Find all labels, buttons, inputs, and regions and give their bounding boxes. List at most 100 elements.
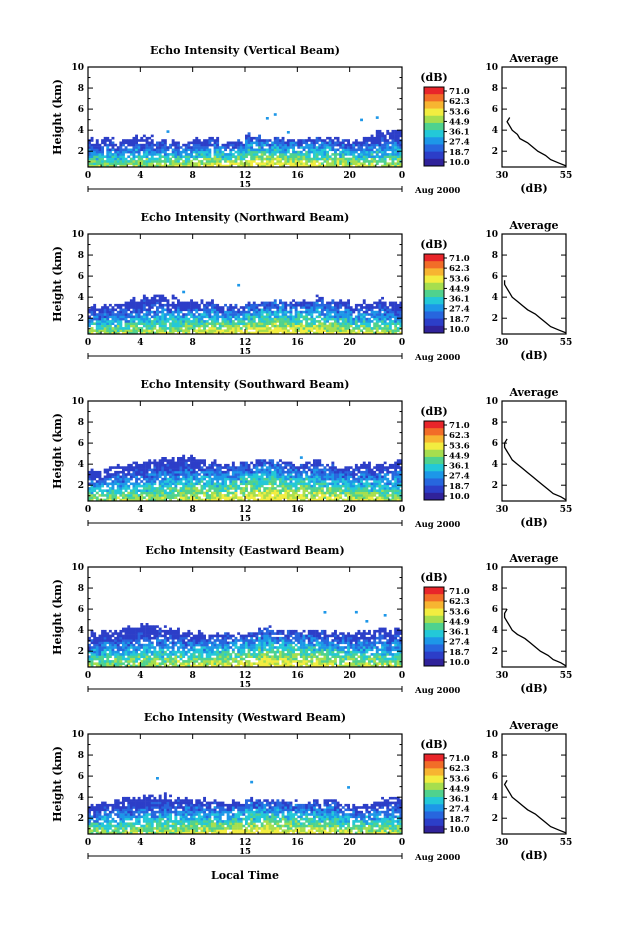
heatmap-cell xyxy=(231,313,235,316)
heatmap-cell xyxy=(116,306,120,309)
heatmap-cell xyxy=(281,141,285,145)
heatmap-cell xyxy=(135,310,138,314)
heatmap-cell xyxy=(216,494,220,497)
heatmap-cell xyxy=(318,313,322,316)
heatmap-cell xyxy=(229,475,233,479)
average-title: Average xyxy=(508,386,558,399)
heatmap-cell xyxy=(153,480,157,483)
heatmap-cell xyxy=(190,324,193,328)
heatmap-cell xyxy=(237,141,241,145)
heatmap-cell xyxy=(360,143,363,147)
heatmap-cell xyxy=(383,150,387,154)
heatmap-cell xyxy=(192,477,196,481)
heatmap-cell xyxy=(307,148,311,152)
heatmap-cell xyxy=(341,313,345,316)
heatmap-cell xyxy=(276,475,280,479)
heatmap-cell xyxy=(93,155,97,158)
heatmap-cell xyxy=(108,646,112,649)
heatmap-cell xyxy=(268,498,272,502)
heatmap-cell xyxy=(388,148,392,152)
heatmap-cell xyxy=(190,482,193,486)
heatmap-cell xyxy=(297,329,301,332)
heatmap-cell xyxy=(137,320,141,323)
heatmap-cell xyxy=(255,480,259,483)
heatmap-cell xyxy=(231,480,235,483)
heatmap-cell xyxy=(247,141,251,145)
heatmap-cell xyxy=(341,146,345,149)
colorbar-tick-label: 27.4 xyxy=(449,305,470,315)
heatmap-cell xyxy=(122,153,125,156)
heatmap-cell xyxy=(203,320,206,323)
colorbar-tick-label: 71.0 xyxy=(449,421,470,431)
heatmap-cell xyxy=(101,650,104,654)
heatmap-cell xyxy=(320,146,324,149)
heatmap-cell xyxy=(297,496,301,499)
heatmap-cell xyxy=(177,150,180,154)
heatmap-cell xyxy=(163,477,167,481)
heatmap-cell xyxy=(294,160,298,163)
heatmap-cell xyxy=(142,308,146,312)
heatmap-cell xyxy=(399,146,403,149)
heatmap-cell xyxy=(268,313,272,316)
heatmap-cell xyxy=(145,162,149,165)
heatmap-cell xyxy=(203,477,206,481)
heatmap-cell xyxy=(375,303,379,307)
heatmap-cell xyxy=(101,629,104,633)
heatmap-cell xyxy=(197,461,201,465)
heatmap-cell xyxy=(101,480,104,483)
heatmap-cell xyxy=(108,148,112,152)
heatmap-cell xyxy=(247,498,251,502)
heatmap-cell xyxy=(132,143,136,147)
heatmap-cell xyxy=(106,646,110,649)
colorbar-tick-label: 18.7 xyxy=(449,482,470,492)
heatmap-cell xyxy=(218,494,222,497)
heatmap-cell xyxy=(279,143,282,147)
heatmap-cell xyxy=(158,482,162,486)
heatmap-cell xyxy=(268,480,272,483)
heatmap-cell xyxy=(349,489,353,492)
heatmap-cell xyxy=(213,322,217,325)
heatmap-cell xyxy=(268,477,272,481)
heatmap-cell xyxy=(106,468,110,472)
heatmap-cell xyxy=(276,150,280,154)
heatmap-cell xyxy=(208,150,212,154)
heatmap-cell xyxy=(174,463,178,467)
heatmap-cell xyxy=(339,299,343,302)
heatmap-cell xyxy=(375,463,379,467)
heatmap-cell xyxy=(352,473,356,476)
heatmap-cell xyxy=(166,320,170,323)
heatmap-cell xyxy=(383,134,387,138)
heatmap-cell xyxy=(265,310,269,314)
heatmap-cell xyxy=(158,148,162,152)
heatmap-cell xyxy=(271,470,275,474)
heatmap-cell xyxy=(90,487,94,490)
heatmap-cell xyxy=(177,157,180,161)
heatmap-cell xyxy=(250,475,254,479)
heatmap-cell xyxy=(211,160,214,163)
heatmap-cell xyxy=(122,498,125,502)
heatmap-cell xyxy=(399,313,403,316)
heatmap-cell xyxy=(307,327,311,330)
heatmap-cell xyxy=(328,489,332,492)
heatmap-cell xyxy=(370,306,374,309)
heatmap-cell xyxy=(260,482,264,486)
heatmap-cell xyxy=(315,310,319,314)
heatmap-cell xyxy=(224,315,227,319)
heatmap-cell xyxy=(93,634,97,638)
heatmap-cell xyxy=(357,308,361,312)
heatmap-cell xyxy=(281,150,285,154)
heatmap-cell xyxy=(174,475,178,479)
heatmap-cell xyxy=(95,496,99,499)
heatmap-cell xyxy=(132,164,136,168)
heatmap-cell xyxy=(95,164,99,168)
heatmap-cell xyxy=(383,329,387,332)
heatmap-cell xyxy=(127,143,131,147)
heatmap-cell xyxy=(197,496,201,499)
heatmap-cell xyxy=(106,491,110,495)
heatmap-cell xyxy=(265,143,269,147)
heatmap-cell xyxy=(213,496,217,499)
heatmap-cell xyxy=(98,648,102,652)
heatmap-cell xyxy=(289,484,293,488)
heatmap-cell xyxy=(276,484,280,488)
heatmap-cell xyxy=(116,639,120,642)
